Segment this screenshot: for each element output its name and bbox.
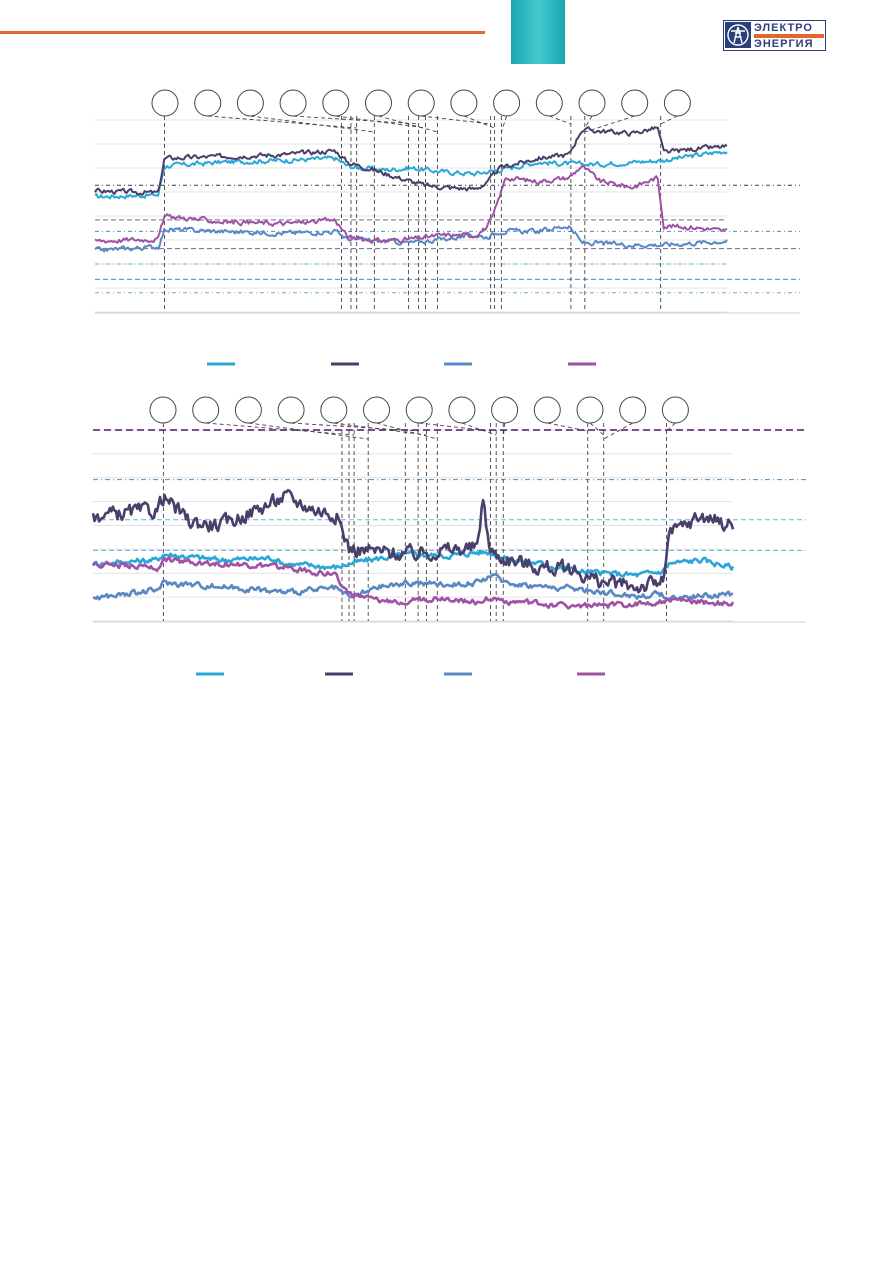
logo-band — [754, 34, 824, 38]
marker-leader — [666, 422, 676, 432]
marker-leader — [291, 422, 419, 432]
event-marker — [407, 89, 435, 117]
marker-leader — [660, 115, 678, 125]
marker-leader — [603, 422, 633, 440]
marker-leader — [333, 422, 427, 436]
event-marker — [277, 396, 305, 424]
marker-leader — [549, 115, 572, 125]
marker-leader — [335, 115, 426, 129]
event-marker — [365, 89, 392, 117]
event-marker — [151, 89, 179, 117]
logo: ЭЛЕКТРО ЭНЕРГИЯ — [723, 20, 826, 51]
event-marker — [576, 396, 604, 424]
marker-leader — [502, 422, 506, 440]
marker-leader — [461, 422, 497, 436]
event-marker — [322, 89, 350, 117]
marker-leader — [500, 115, 508, 133]
marker-leader — [584, 115, 635, 133]
event-marker — [621, 89, 649, 117]
event-marker — [192, 396, 220, 424]
marker-leader — [248, 422, 369, 440]
chart-2-svg — [91, 396, 806, 676]
series-line — [91, 488, 735, 594]
marker-leader — [250, 115, 375, 133]
marker-leader — [463, 115, 495, 129]
event-marker — [279, 89, 307, 117]
marker-leader — [207, 115, 357, 129]
logo-word-1: ЭЛЕКТРО — [754, 22, 813, 34]
marker-leader — [589, 422, 605, 436]
event-marker — [234, 396, 262, 424]
event-marker — [493, 89, 521, 117]
event-marker — [450, 89, 478, 117]
series-line — [92, 556, 735, 610]
marker-leader — [584, 115, 593, 129]
event-marker — [535, 89, 563, 117]
header-rule — [0, 31, 485, 34]
series-line — [92, 573, 734, 601]
chart-2 — [0, 388, 893, 688]
series-line — [94, 164, 728, 244]
event-marker — [491, 396, 519, 424]
event-marker — [663, 89, 691, 117]
power-pylon-icon — [725, 22, 751, 48]
event-marker — [619, 396, 647, 424]
event-marker — [236, 89, 264, 117]
event-marker — [320, 396, 348, 424]
event-marker — [533, 396, 561, 424]
event-marker — [661, 396, 689, 424]
event-marker — [448, 396, 476, 424]
marker-leader — [419, 422, 491, 432]
event-marker — [405, 396, 433, 424]
chart-1 — [0, 80, 893, 380]
series-line — [94, 126, 728, 196]
marker-leader — [376, 422, 438, 440]
event-marker — [194, 89, 222, 117]
marker-leader — [378, 115, 438, 133]
chart-1-svg — [94, 89, 800, 366]
event-marker — [149, 396, 177, 424]
marker-leader — [205, 422, 355, 436]
event-marker — [363, 396, 390, 424]
event-marker — [578, 89, 606, 117]
series-line — [94, 225, 728, 253]
marker-leader — [421, 115, 491, 125]
header-accent-block — [511, 0, 565, 64]
logo-word-2: ЭНЕРГИЯ — [754, 38, 814, 50]
series-line — [94, 150, 728, 200]
